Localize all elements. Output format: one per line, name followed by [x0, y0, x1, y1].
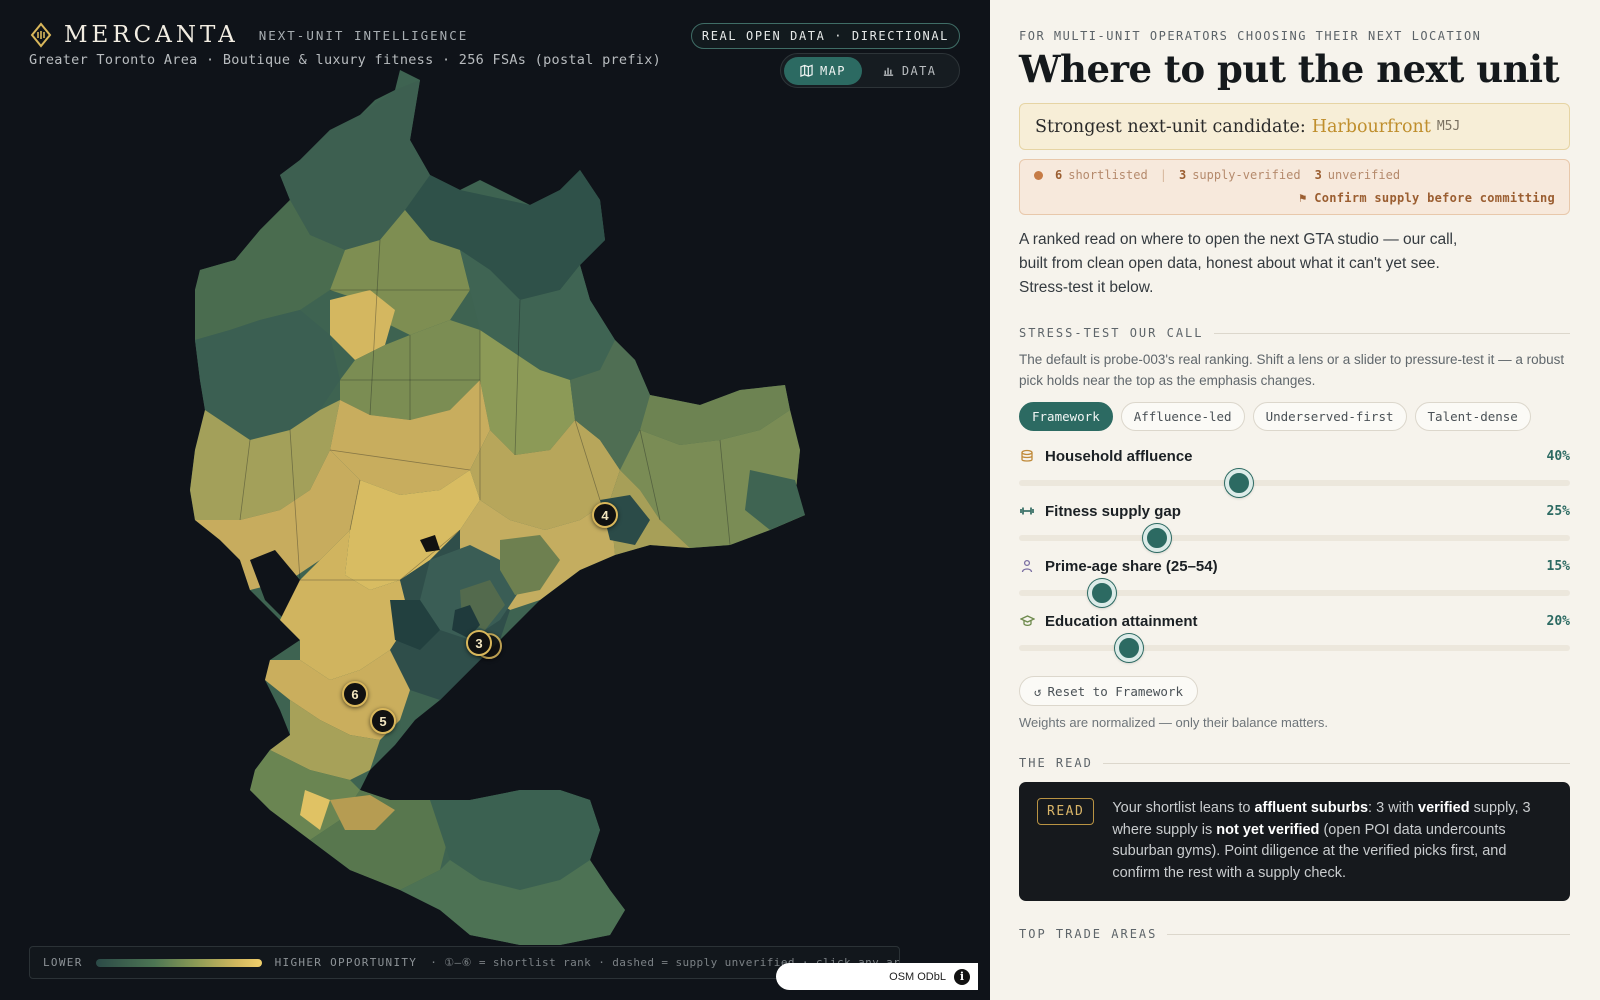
attribution-text: OSM ODbL — [889, 970, 946, 983]
graduation-cap-icon — [1019, 613, 1035, 629]
brand-header: MERCANTA NEXT-UNIT INTELLIGENCE — [30, 22, 468, 48]
unverified-label: unverified — [1327, 168, 1401, 182]
page-title: Where to put the next unit — [1019, 47, 1560, 91]
lens-framework[interactable]: Framework — [1019, 402, 1113, 431]
lens-affluence-led[interactable]: Affluence-led — [1120, 402, 1245, 431]
candidate-name[interactable]: Harbourfront — [1311, 116, 1431, 137]
shortlisted-label: shortlisted — [1068, 168, 1148, 182]
map-subtitle: Greater Toronto Area · Boutique & luxury… — [29, 52, 662, 68]
slider-prime-age-share: Prime-age share (25–54) 15% — [1019, 556, 1570, 607]
reset-label: Reset to Framework — [1047, 683, 1183, 699]
data-view-button[interactable]: DATA — [866, 57, 953, 85]
section-divider — [1213, 332, 1570, 334]
rank-marker-6[interactable]: 6 — [342, 681, 368, 707]
slider-fitness-supply-gap: Fitness supply gap 25% — [1019, 501, 1570, 552]
slider-education-attainment: Education attainment 20% — [1019, 611, 1570, 662]
top-trade-areas-heading: TOP TRADE AREAS — [1019, 927, 1570, 941]
slider-track[interactable] — [1019, 469, 1570, 497]
candidate-card[interactable]: Strongest next-unit candidate: Harbourfr… — [1019, 103, 1570, 150]
lens-underserved-first[interactable]: Underserved-first — [1252, 402, 1407, 431]
slider-value: 40% — [1546, 448, 1570, 464]
legend-color-ramp — [95, 958, 262, 967]
intro-text: A ranked read on where to open the next … — [1019, 231, 1458, 296]
slider-thumb[interactable] — [1115, 634, 1144, 662]
view-toggle: MAP DATA — [780, 53, 960, 88]
stress-test-title: STRESS-TEST OUR CALL — [1019, 326, 1204, 340]
top-trade-areas-title: TOP TRADE AREAS — [1019, 927, 1158, 941]
candidate-code: M5J — [1436, 119, 1461, 134]
verified-label: supply-verified — [1192, 168, 1301, 182]
weights-note: Weights are normalized — only their bala… — [1019, 715, 1329, 730]
candidate-prefix: Strongest next-unit candidate: — [1035, 116, 1306, 137]
rank-marker-4[interactable]: 4 — [592, 502, 618, 528]
stress-test-description: The default is probe-003's real ranking.… — [1019, 352, 1565, 388]
status-dot-icon — [1034, 170, 1043, 180]
brand-tagline: NEXT-UNIT INTELLIGENCE — [258, 27, 469, 43]
info-icon[interactable]: i — [954, 968, 970, 985]
legend-higher-label: HIGHER OPPORTUNITY — [274, 956, 418, 969]
lens-talent-dense[interactable]: Talent-dense — [1414, 402, 1531, 431]
slider-value: 15% — [1546, 558, 1570, 574]
rank-marker-3[interactable]: 3 — [466, 630, 492, 656]
slider-label: Education attainment — [1045, 612, 1198, 630]
side-panel: FOR MULTI-UNIT OPERATORS CHOOSING THEIR … — [990, 0, 1600, 1000]
slider-thumb[interactable] — [1142, 524, 1171, 552]
map-view-button[interactable]: MAP — [784, 56, 862, 85]
slider-track[interactable] — [1019, 524, 1570, 552]
slider-value: 25% — [1546, 503, 1570, 519]
slider-label: Household affluence — [1045, 447, 1193, 465]
map-attribution[interactable]: OSM ODbL i — [776, 963, 978, 990]
read-pill: READ — [1037, 798, 1095, 825]
slider-value: 20% — [1546, 613, 1570, 629]
section-divider — [1167, 933, 1570, 935]
slider-label: Prime-age share (25–54) — [1045, 557, 1218, 575]
legend-lower-label: LOWER — [43, 956, 83, 969]
the-read-heading: THE READ — [1019, 756, 1570, 770]
person-icon — [1019, 558, 1035, 574]
section-divider — [1102, 762, 1570, 764]
unverified-count: 3 — [1314, 168, 1322, 182]
map-icon — [800, 64, 813, 77]
data-view-label: DATA — [901, 63, 937, 78]
read-text: Your shortlist leans to affluent suburbs… — [1112, 800, 1531, 881]
slider-household-affluence: Household affluence 40% — [1019, 446, 1570, 497]
eyebrow: FOR MULTI-UNIT OPERATORS CHOOSING THEIR … — [1019, 29, 1482, 43]
stress-test-heading: STRESS-TEST OUR CALL — [1019, 326, 1570, 340]
map-panel: MERCANTA NEXT-UNIT INTELLIGENCE Greater … — [0, 0, 990, 1000]
slider-thumb[interactable] — [1087, 579, 1116, 607]
reset-button[interactable]: ↺ Reset to Framework — [1019, 676, 1198, 706]
shortlist-status-card: 6 shortlisted | 3 supply-verified 3 unve… — [1019, 159, 1570, 215]
slider-label: Fitness supply gap — [1045, 502, 1181, 520]
brand-name: MERCANTA — [64, 22, 239, 48]
bar-chart-icon — [883, 67, 894, 76]
data-badge: REAL OPEN DATA · DIRECTIONAL — [690, 23, 960, 49]
dumbbell-icon — [1019, 503, 1035, 519]
status-divider: | — [1159, 168, 1167, 182]
supply-warning: ⚑ Confirm supply before committing — [1299, 191, 1555, 205]
verified-count: 3 — [1178, 168, 1187, 182]
slider-track[interactable] — [1019, 579, 1570, 607]
logo-icon — [30, 22, 52, 48]
lens-selector: Framework Affluence-led Underserved-firs… — [1019, 402, 1570, 431]
the-read-title: THE READ — [1019, 756, 1093, 770]
reset-icon: ↺ — [1034, 683, 1042, 699]
read-card: READ Your shortlist leans to affluent su… — [1019, 782, 1570, 901]
slider-thumb[interactable] — [1225, 469, 1254, 497]
rank-marker-5[interactable]: 5 — [370, 708, 396, 734]
shortlisted-count: 6 — [1055, 168, 1063, 182]
map-view-label: MAP — [820, 63, 846, 78]
choropleth-map[interactable] — [0, 0, 990, 1000]
map-legend: LOWER HIGHER OPPORTUNITY · ①–⑥ = shortli… — [29, 946, 900, 979]
slider-track[interactable] — [1019, 634, 1570, 662]
coins-icon — [1019, 448, 1035, 464]
